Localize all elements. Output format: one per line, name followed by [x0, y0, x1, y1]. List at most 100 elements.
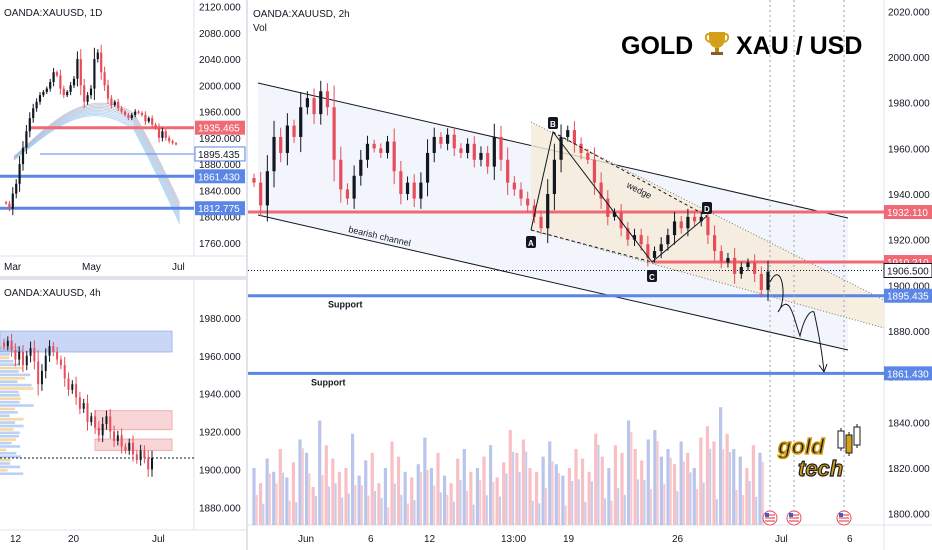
volume-bar — [423, 437, 427, 525]
volume-bar — [380, 498, 383, 525]
daily-ribbon-line — [13, 108, 181, 213]
h4-candle — [33, 348, 36, 362]
h4-candle — [48, 346, 51, 356]
volume-bar — [604, 498, 607, 525]
main-candle — [526, 198, 530, 206]
main-price-label: 1840.000 — [888, 418, 930, 429]
daily-chart[interactable]: OANDA:XAUUSD, 1D 2120.000 2080.000 2040.00… — [0, 0, 246, 276]
us-flag-canton — [765, 513, 769, 517]
daily-candle — [8, 203, 11, 209]
h4-candle — [109, 416, 112, 432]
daily-candle — [130, 114, 133, 119]
h4-candle — [40, 370, 43, 385]
volume-bar — [479, 480, 482, 525]
daily-candle — [161, 131, 164, 138]
h4-volume-profile-bar — [0, 353, 10, 356]
volume-bar — [446, 494, 449, 525]
daily-candle — [123, 111, 127, 115]
h4-candle — [101, 423, 104, 436]
volume-bar — [630, 432, 633, 525]
pattern-point-badge — [702, 202, 712, 214]
h4-candle — [52, 346, 55, 352]
volume-bar — [406, 503, 409, 525]
volume-bar — [413, 500, 416, 525]
daily-price-tag: 1895.435 — [198, 150, 240, 161]
daily-candle — [35, 101, 38, 109]
volume-bar — [498, 496, 501, 525]
volume-bar — [278, 449, 282, 525]
main-candle — [499, 136, 503, 160]
h4-volume-profile-bar — [0, 455, 22, 458]
daily-candle — [42, 91, 45, 96]
daily-ribbon-line — [13, 112, 181, 220]
panel-divider-vertical[interactable] — [246, 0, 248, 550]
volume-bar — [607, 468, 611, 525]
h4-volume-profile-bar — [0, 472, 24, 476]
h4-volume-profile-bar — [0, 400, 20, 404]
volume-bar — [337, 471, 342, 525]
daily-time-label: May — [82, 262, 101, 273]
h4-chart[interactable]: OANDA:XAUUSD, 4h 1980.000 1960.000 1940.00… — [0, 280, 246, 550]
main-candle — [312, 98, 316, 115]
volume-bar — [689, 472, 692, 525]
main-candle — [606, 198, 610, 217]
volume-bar — [439, 492, 442, 525]
volume-bar — [738, 456, 742, 525]
h4-volume-profile-bar — [0, 397, 21, 401]
volume-bar — [393, 483, 396, 525]
pattern-point-label: A — [528, 239, 534, 248]
daily-candle — [49, 82, 52, 89]
volume-bar — [610, 500, 613, 525]
daily-candle — [18, 164, 21, 184]
daily-candle — [154, 124, 157, 128]
main-candle — [612, 212, 617, 217]
daily-candle — [15, 183, 18, 194]
volume-bar — [709, 448, 712, 525]
h4-candle — [14, 350, 17, 360]
volume-bar — [364, 460, 368, 525]
daily-candle — [144, 114, 147, 122]
volume-bar — [357, 475, 361, 525]
volume-bar — [502, 462, 506, 525]
h4-candle — [147, 458, 150, 470]
volume-bar — [571, 481, 574, 525]
h4-time-label: 20 — [68, 534, 80, 545]
volume-bar — [377, 483, 381, 525]
h4-volume-profile-bar — [0, 380, 18, 383]
main-candle — [739, 267, 743, 274]
trophy-icon — [704, 32, 730, 55]
volume-bar — [544, 487, 547, 525]
main-candle — [392, 141, 396, 172]
main-candle — [639, 235, 643, 245]
main-candle — [753, 262, 757, 274]
main-candle — [439, 136, 443, 144]
main-candle — [719, 251, 723, 263]
volume-bar — [485, 495, 488, 525]
daily-candle — [151, 118, 154, 125]
volume-bar — [512, 451, 515, 525]
h4-candle — [105, 416, 108, 424]
candlestick-icon — [853, 426, 861, 446]
main-candle — [572, 130, 577, 144]
main-candle — [385, 141, 390, 153]
h4-chart-panel[interactable]: OANDA:XAUUSD, 4h 1980.000 1960.000 1940.00… — [0, 280, 246, 550]
volume-bar — [466, 490, 469, 525]
candlestick-icon — [845, 434, 853, 454]
h4-candle — [71, 384, 74, 390]
volume-bar — [580, 458, 585, 525]
panel-divider-horizontal[interactable] — [0, 276, 246, 280]
daily-candle — [106, 85, 110, 99]
volume-bar — [594, 433, 598, 525]
daily-chart-panel[interactable]: OANDA:XAUUSD, 1D 2120.000 2080.000 2040.00… — [0, 0, 246, 276]
daily-ribbon-line — [13, 111, 181, 217]
main-chart-panel[interactable]: OANDA:XAUUSD, 2h Vol GOLD XAU / USD bear… — [248, 0, 932, 550]
main-candle — [259, 182, 263, 206]
volume-bar — [528, 468, 532, 525]
volume-bar — [433, 485, 436, 525]
volume-bar — [469, 471, 473, 525]
volume-bar — [308, 473, 311, 525]
h4-price-label: 1960.000 — [199, 352, 241, 363]
main-chart[interactable]: OANDA:XAUUSD, 2h Vol GOLD XAU / USD bear… — [248, 0, 932, 550]
main-candle — [319, 91, 323, 115]
daily-symbol-title: OANDA:XAUUSD, 1D — [4, 8, 102, 19]
